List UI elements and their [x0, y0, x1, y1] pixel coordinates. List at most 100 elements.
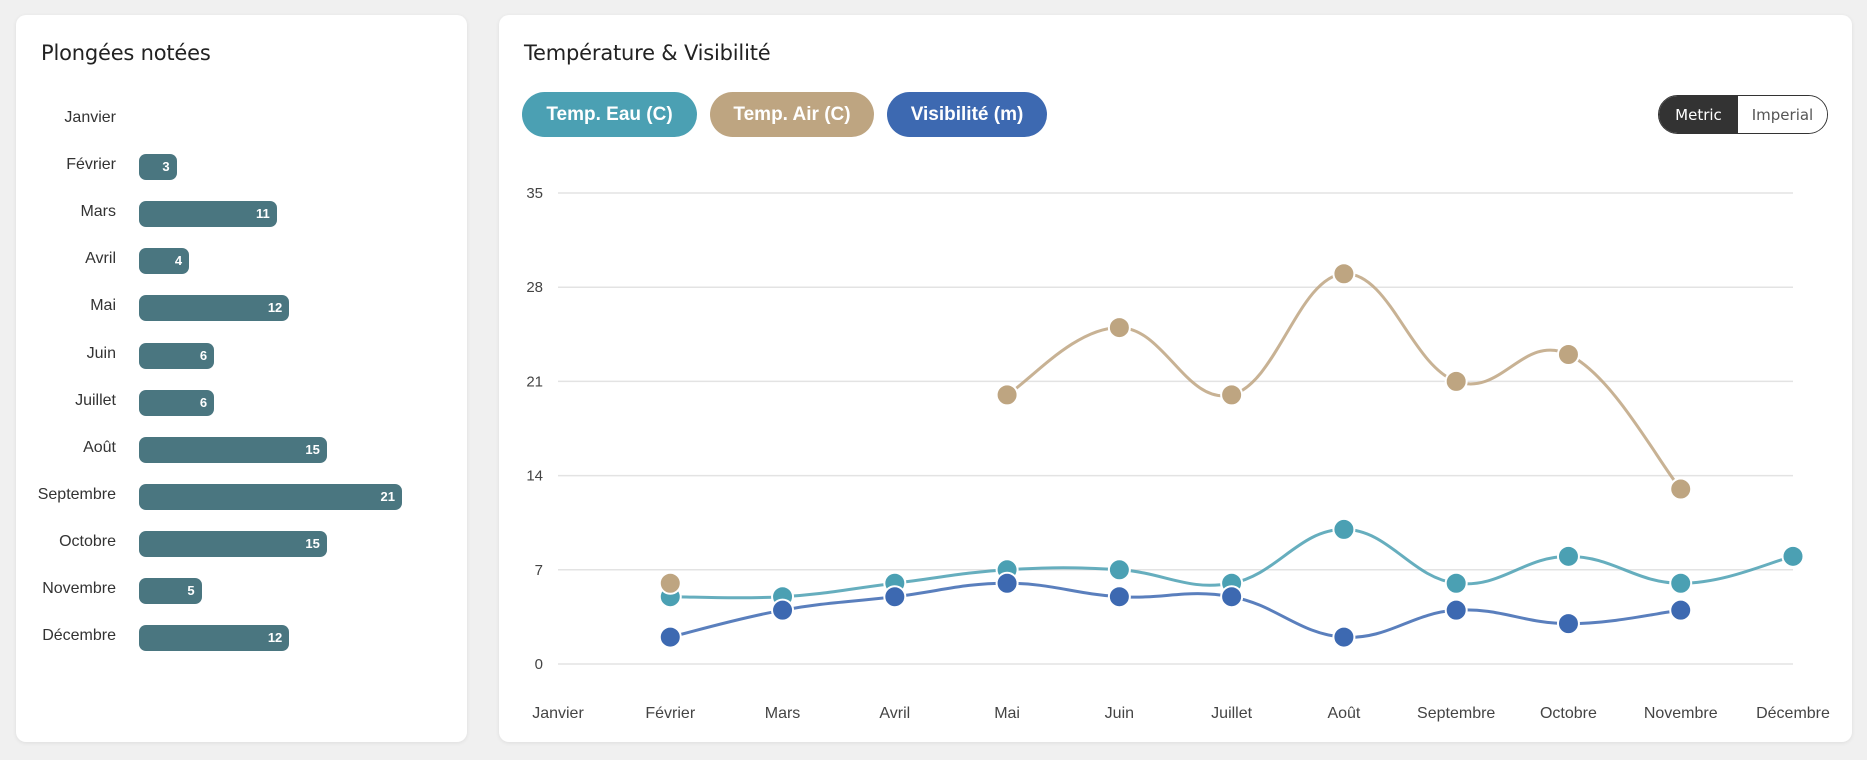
bar-row: Janvier [16, 107, 467, 133]
bar-label: Janvier [64, 109, 116, 126]
x-tick-label: Octobre [1540, 705, 1597, 722]
bar-row: Mai 12 [16, 295, 467, 322]
bar[interactable]: 3 [139, 154, 177, 181]
data-point[interactable] [1444, 598, 1468, 622]
y-tick-label: 0 [535, 656, 543, 673]
bar-value-label: 15 [305, 535, 320, 551]
data-point[interactable] [771, 598, 795, 622]
data-point[interactable] [1444, 369, 1468, 393]
bar-row: Avril 4 [16, 248, 467, 275]
data-point[interactable] [1669, 598, 1693, 622]
data-point[interactable] [1556, 342, 1580, 366]
bar-value-label: 6 [199, 347, 208, 363]
series-line-2 [669, 581, 1681, 639]
bar[interactable]: 5 [139, 578, 202, 604]
bar-label: Août [83, 438, 116, 456]
x-tick-label: Juin [1105, 705, 1134, 722]
bar-label: Juillet [75, 391, 116, 409]
x-tick-label: Décembre [1756, 705, 1830, 722]
data-point[interactable] [1220, 585, 1244, 609]
bar-row: Mars 11 [16, 201, 467, 228]
bar-row: Octobre 15 [16, 530, 467, 557]
data-point[interactable] [995, 383, 1019, 407]
data-point[interactable] [658, 625, 682, 649]
bar-row: Décembre 12 [16, 625, 467, 652]
data-point[interactable] [995, 571, 1019, 595]
x-tick-label: Juillet [1211, 705, 1252, 722]
bar[interactable]: 15 [139, 530, 327, 557]
data-point[interactable] [1107, 558, 1131, 582]
data-point[interactable] [883, 585, 907, 609]
x-tick-label: Février [645, 705, 695, 722]
bar-label: Octobre [59, 532, 116, 550]
data-point[interactable] [1781, 544, 1805, 568]
bar-value-label: 12 [267, 300, 283, 316]
bar-label: Décembre [42, 627, 116, 645]
y-tick-label: 7 [535, 562, 543, 579]
dives-card: Plongées notées Janvier Février 3 Mars 11 Avr… [16, 15, 467, 742]
bar[interactable]: 6 [139, 342, 215, 369]
legend-air-temp-button[interactable]: Temp. Air (C) [710, 92, 874, 137]
bar-label: Avril [85, 250, 116, 268]
x-tick-label: Novembre [1644, 705, 1718, 722]
data-point[interactable] [1332, 517, 1356, 541]
bar-row: Septembre 21 [16, 483, 467, 510]
unit-toggle[interactable]: Metric Imperial [1658, 95, 1828, 134]
bar-label: Février [66, 156, 116, 174]
dives-card-title: Plongées notées [41, 41, 211, 65]
bar[interactable]: 21 [139, 483, 402, 510]
data-point[interactable] [1556, 612, 1580, 636]
data-point[interactable] [1220, 383, 1244, 407]
bar-row: Août 15 [16, 436, 467, 463]
bar-label: Juin [86, 344, 116, 362]
x-tick-label: Septembre [1417, 705, 1495, 722]
x-tick-label: Avril [879, 705, 910, 722]
data-point[interactable] [1669, 571, 1693, 595]
bar-label: Mars [80, 203, 116, 221]
bar-value-label: 12 [267, 630, 283, 646]
data-point[interactable] [1332, 625, 1356, 649]
legend-visibility-button[interactable]: Visibilité (m) [887, 92, 1047, 137]
bar-row: Février 3 [16, 154, 467, 181]
x-tick-label: Août [1327, 705, 1360, 722]
bar[interactable]: 12 [139, 295, 290, 322]
bar-label: Novembre [42, 580, 116, 597]
bar-row: Juillet 6 [16, 389, 467, 416]
metric-option[interactable]: Metric [1659, 96, 1738, 133]
temperature-visibility-card: 0 7 14 21 28 35 Janvier Février Mars Avril Mai Juin… [499, 15, 1852, 742]
data-point[interactable] [1556, 544, 1580, 568]
x-tick-label: Mars [765, 705, 801, 722]
y-tick-label: 14 [526, 468, 543, 485]
x-tick-label: Mai [994, 705, 1020, 722]
legend-water-temp-button[interactable]: Temp. Eau (C) [522, 92, 697, 137]
bar-row: Juin 6 [16, 342, 467, 369]
bar-value-label: 11 [256, 206, 270, 222]
data-point[interactable] [1444, 571, 1468, 595]
data-point[interactable] [1107, 316, 1131, 340]
bar[interactable]: 12 [139, 625, 290, 652]
bar-value-label: 3 [162, 159, 170, 175]
bar-value-label: 4 [174, 253, 183, 269]
bar[interactable]: 6 [139, 389, 215, 416]
bar-value-label: 15 [305, 441, 320, 457]
bar[interactable]: 4 [139, 248, 190, 275]
bar-row: Novembre 5 [16, 578, 467, 604]
data-point[interactable] [1669, 477, 1693, 501]
bar-value-label: 21 [380, 488, 395, 504]
bar-value-label: 6 [199, 394, 208, 410]
bar-label: Mai [90, 297, 116, 315]
y-tick-label: 35 [526, 185, 543, 202]
bar-label: Septembre [37, 485, 116, 503]
y-tick-label: 21 [526, 373, 543, 390]
bar-value-label: 5 [187, 583, 195, 598]
temperature-card-title: Température & Visibilité [524, 41, 771, 65]
line-chart: 0 7 14 21 28 35 Janvier Février Mars Avril Mai Juin… [526, 185, 1830, 722]
bar[interactable]: 11 [139, 201, 277, 228]
data-point[interactable] [1332, 262, 1356, 286]
data-point[interactable] [658, 571, 682, 595]
x-tick-label: Janvier [532, 705, 584, 722]
y-tick-label: 28 [526, 279, 543, 296]
imperial-option[interactable]: Imperial [1738, 96, 1827, 133]
data-point[interactable] [1107, 585, 1131, 609]
bar[interactable]: 15 [139, 436, 327, 463]
